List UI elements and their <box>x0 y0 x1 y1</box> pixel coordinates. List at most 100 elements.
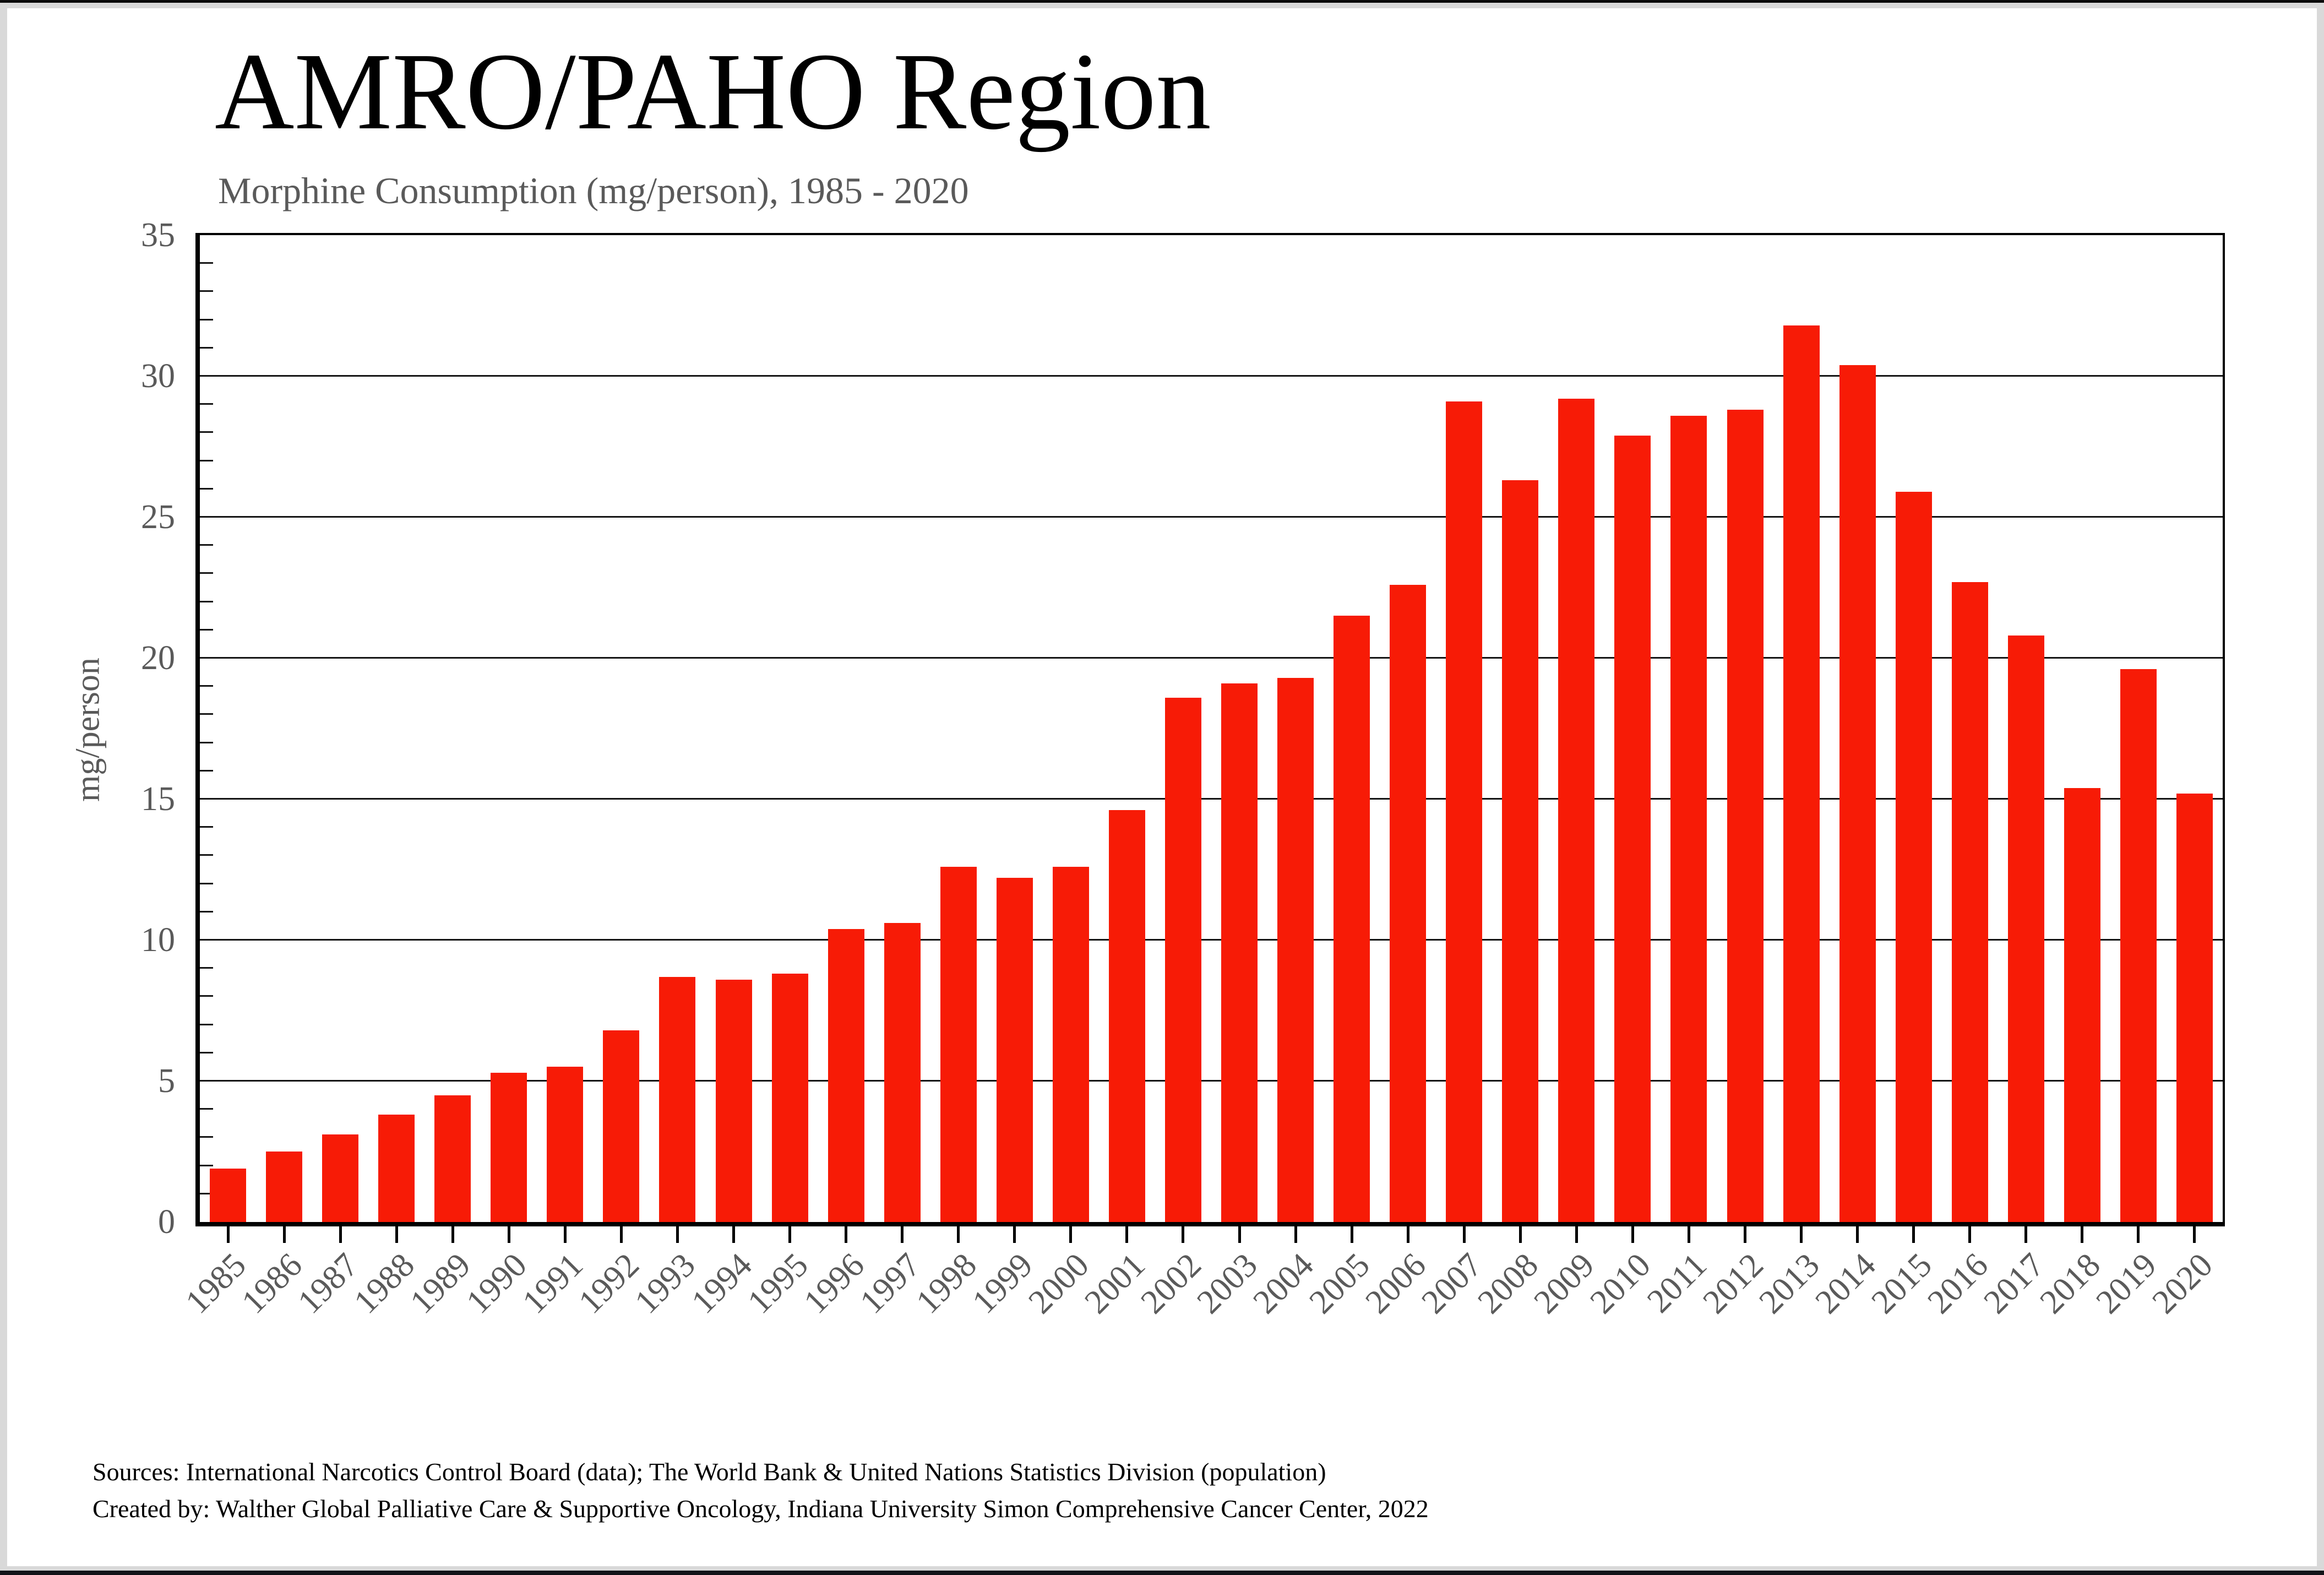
bar-1999 <box>996 878 1033 1222</box>
bar-1990 <box>491 1072 527 1222</box>
y-minor-tick-13 <box>200 854 213 856</box>
x-tick-2018 <box>2081 1226 2084 1243</box>
bar-1986 <box>266 1152 303 1222</box>
bar-1996 <box>828 928 864 1222</box>
bar-2011 <box>1670 415 1707 1222</box>
y-minor-tick-33 <box>200 290 213 292</box>
x-tick-2019 <box>2137 1226 2140 1243</box>
x-tick-2017 <box>2024 1226 2028 1243</box>
y-tick-label-30: 30 <box>141 357 175 395</box>
y-tick-label-0: 0 <box>158 1203 175 1241</box>
bar-2016 <box>1951 582 1988 1222</box>
bar-2001 <box>1108 810 1145 1222</box>
bar-1987 <box>322 1134 359 1222</box>
y-minor-tick-9 <box>200 967 213 969</box>
y-minor-tick-29 <box>200 403 213 405</box>
bar-2015 <box>1895 491 1932 1222</box>
x-tick-2003 <box>1238 1226 1241 1243</box>
y-minor-tick-23 <box>200 572 213 574</box>
y-tick-label-15: 15 <box>141 780 175 818</box>
y-minor-tick-24 <box>200 544 213 546</box>
bar-2019 <box>2120 669 2157 1222</box>
y-minor-tick-17 <box>200 741 213 743</box>
x-tick-2002 <box>1182 1226 1185 1243</box>
x-tick-1985 <box>226 1226 230 1243</box>
y-minor-tick-21 <box>200 628 213 631</box>
window-bottom-border <box>0 1566 2324 1571</box>
y-minor-tick-26 <box>200 487 213 490</box>
plot-area: 0 5 10 15 20 25 30 35 1985 1986 1987 1988 1989 1990 19… <box>141 218 2225 1321</box>
x-tick-1993 <box>676 1226 679 1243</box>
y-minor-tick-3 <box>200 1136 213 1138</box>
gridline-25 <box>200 516 2223 518</box>
x-tick-1988 <box>395 1226 398 1243</box>
bar-1997 <box>884 923 921 1222</box>
x-tick-1989 <box>451 1226 454 1243</box>
gridline-5 <box>200 1080 2223 1082</box>
x-tick-2010 <box>1631 1226 1634 1243</box>
y-tick-label-35: 35 <box>141 216 175 254</box>
y-minor-tick-27 <box>200 459 213 461</box>
x-tick-1987 <box>339 1226 342 1243</box>
y-minor-tick-16 <box>200 769 213 772</box>
y-tick-label-20: 20 <box>141 639 175 677</box>
y-minor-tick-22 <box>200 600 213 602</box>
x-tick-2016 <box>1968 1226 1972 1243</box>
y-minor-tick-31 <box>200 346 213 349</box>
bar-1998 <box>940 866 977 1222</box>
bar-2002 <box>1164 697 1201 1222</box>
x-tick-2015 <box>1912 1226 1915 1243</box>
bar-1993 <box>659 976 696 1222</box>
gridline-10 <box>200 939 2223 941</box>
bar-2000 <box>1052 866 1089 1222</box>
bar-1994 <box>715 979 752 1222</box>
y-minor-tick-1 <box>200 1192 213 1194</box>
y-minor-tick-28 <box>200 431 213 433</box>
x-tick-1994 <box>732 1226 736 1243</box>
y-minor-tick-18 <box>200 713 213 715</box>
y-minor-tick-11 <box>200 910 213 913</box>
bar-2020 <box>2176 793 2213 1222</box>
bar-2003 <box>1221 683 1258 1222</box>
x-tick-2011 <box>1687 1226 1690 1243</box>
x-tick-2014 <box>1856 1226 1859 1243</box>
x-tick-2001 <box>1125 1226 1129 1243</box>
y-tick-label-10: 10 <box>141 921 175 959</box>
window-left-border <box>0 3 7 1566</box>
bar-1995 <box>771 974 808 1222</box>
y-minor-tick-12 <box>200 882 213 884</box>
window-right-border <box>2317 3 2324 1566</box>
window-top-border <box>0 3 2324 8</box>
x-tick-1999 <box>1013 1226 1016 1243</box>
y-minor-tick-14 <box>200 826 213 828</box>
bar-1985 <box>210 1168 247 1222</box>
x-tick-2008 <box>1519 1226 1522 1243</box>
bar-1989 <box>434 1095 471 1222</box>
bar-2007 <box>1446 401 1483 1222</box>
y-minor-tick-6 <box>200 1051 213 1053</box>
x-tick-2013 <box>1800 1226 1803 1243</box>
bar-2008 <box>1502 480 1539 1222</box>
y-minor-tick-2 <box>200 1164 213 1166</box>
x-tick-1997 <box>901 1226 904 1243</box>
y-minor-tick-4 <box>200 1108 213 1110</box>
chart-title: AMRO/PAHO Region <box>215 31 1211 153</box>
x-tick-2005 <box>1350 1226 1353 1243</box>
x-tick-2007 <box>1462 1226 1466 1243</box>
y-minor-tick-8 <box>200 995 213 997</box>
x-tick-2000 <box>1069 1226 1073 1243</box>
x-tick-1986 <box>282 1226 286 1243</box>
source-line-1: Sources: International Narcotics Control… <box>92 1458 1326 1486</box>
gridline-30 <box>200 375 2223 377</box>
y-minor-tick-32 <box>200 318 213 321</box>
bar-2005 <box>1334 616 1370 1222</box>
bar-2018 <box>2064 788 2100 1222</box>
bar-1992 <box>603 1030 640 1222</box>
bar-2017 <box>2007 636 2044 1222</box>
y-minor-tick-7 <box>200 1023 213 1025</box>
gridline-20 <box>200 657 2223 659</box>
gridline-15 <box>200 798 2223 800</box>
y-minor-tick-19 <box>200 685 213 687</box>
bar-2012 <box>1727 410 1764 1222</box>
